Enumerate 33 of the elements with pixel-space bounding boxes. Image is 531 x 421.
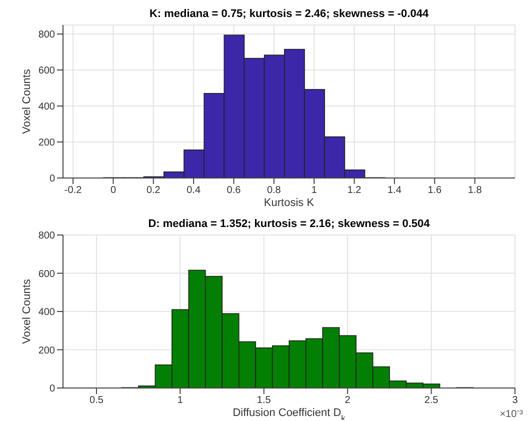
- x-tick-label: 0.5: [90, 395, 104, 406]
- x-tick-label: 0.8: [266, 185, 282, 196]
- y-tick-label: 600: [38, 268, 56, 280]
- y-tick-label: 200: [38, 138, 56, 149]
- x-tick-label: 2.5: [424, 395, 439, 406]
- y-tick-label: 400: [38, 307, 56, 318]
- x-axis-title: Kurtosis K: [264, 197, 315, 209]
- x-tick-label: 0.6: [226, 185, 242, 196]
- y-tick-label: 600: [38, 66, 56, 77]
- y-axis-title: Voxel Counts: [20, 278, 33, 344]
- y-tick-label: 0: [49, 174, 56, 185]
- x-tick-label: 0: [110, 185, 116, 196]
- y-axis-title: Voxel Counts: [20, 68, 33, 134]
- y-tick-label: 0: [49, 384, 56, 395]
- x-tick-label: 0.2: [146, 185, 161, 196]
- x-tick-label: 2: [344, 395, 351, 406]
- y-tick-label: 800: [38, 30, 56, 41]
- y-tick-label: 200: [38, 345, 56, 356]
- y-tick-label: 400: [38, 102, 56, 113]
- x-tick-label: 1.8: [468, 185, 482, 196]
- x-tick-label: 1.5: [256, 395, 272, 406]
- chart-title: D: mediana = 1.352; kurtosis = 2.16; skewness = 0.504: [147, 218, 431, 230]
- x-tick-label: 1.2: [347, 185, 362, 196]
- x-tick-label: 1: [177, 395, 184, 406]
- x-tick-label: 3: [512, 395, 518, 406]
- x-tick-label: 0.4: [186, 185, 201, 196]
- x-tick-label: -0.2: [64, 185, 82, 196]
- y-tick-label: 800: [38, 230, 56, 242]
- x-tick-label: 1.6: [428, 185, 442, 196]
- text: ×10⁻³: [500, 408, 523, 420]
- x-tick-label: 1.4: [388, 185, 402, 196]
- chart-title: K: mediana = 0.75; kurtosis = 2.46; skewness = -0.044: [148, 8, 430, 20]
- x-tick-label: 1: [311, 185, 318, 196]
